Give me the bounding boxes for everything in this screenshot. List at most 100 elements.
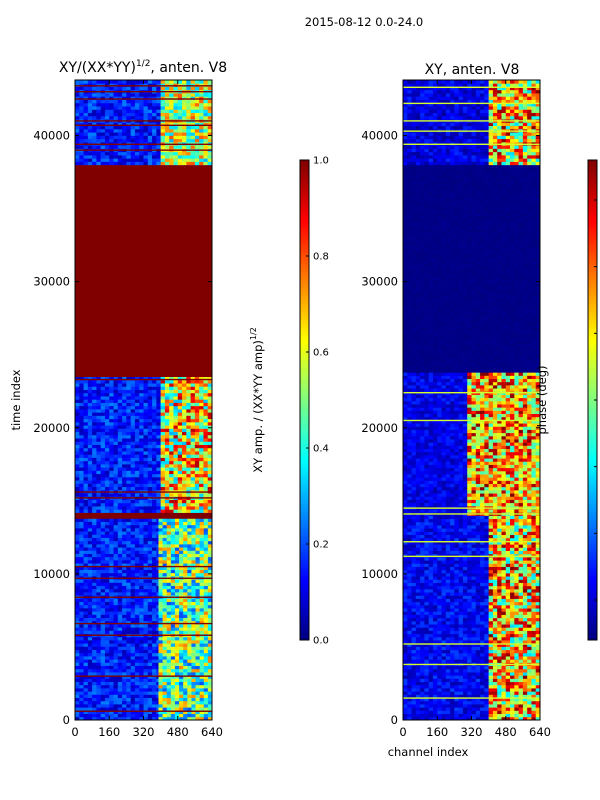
heatmap-cell [75,550,80,554]
heatmap-cell [207,386,213,390]
heatmap-cell [169,451,174,455]
heatmap-cell [169,370,174,374]
heatmap-cell [152,438,157,442]
heatmap-cell [166,704,172,708]
heatmap-cell [87,486,93,491]
heatmap-cell [169,444,174,449]
heatmap-cell [79,476,84,481]
heatmap-cell [122,531,127,535]
heatmap-cell [190,357,196,361]
heatmap-cell [79,646,84,650]
heatmap-cell [203,671,209,676]
heatmap-cell [83,441,89,445]
heatmap-cell [87,630,93,634]
heatmap-cell [173,363,179,368]
heatmap-cell [96,506,102,510]
heatmap-cell [100,617,106,622]
heatmap-cell [162,585,168,590]
heatmap-cell [195,553,201,558]
heatmap-cell [113,518,119,522]
heatmap-cell [126,396,132,400]
heatmap-cell [92,412,97,416]
heatmap-cell [147,434,153,439]
heatmap-cell [109,373,114,378]
heatmap-cell [147,694,153,698]
heatmap-cell [152,710,157,714]
heatmap-cell [96,623,102,628]
heatmap-cell [83,569,89,574]
heatmap-cell [174,521,180,526]
heatmap-cell [158,700,163,705]
heatmap-cell [92,480,97,484]
heatmap-cell [139,639,144,644]
heatmap-cell [190,444,196,449]
heatmap-cell [96,457,102,462]
heatmap-cell [187,655,192,660]
heatmap-cell [139,700,144,705]
heatmap-cell [87,463,93,468]
heatmap-cell [75,396,80,400]
heatmap-cell [158,678,163,682]
heatmap-cell [139,563,144,567]
heatmap-cell [100,483,106,488]
heatmap-cell [169,457,174,462]
heatmap-cell [177,463,183,468]
heatmap-cell [104,591,110,596]
heatmap-cell [104,527,110,532]
heatmap-cell [130,588,136,593]
heatmap-cell [87,582,93,586]
heatmap-cell [203,454,209,458]
heatmap-cell [130,563,136,567]
heatmap-cell [126,694,132,698]
heatmap-cell [199,524,205,529]
heatmap-cell [104,668,110,673]
heatmap-cell [139,447,144,452]
heatmap-cell [83,418,89,423]
heatmap-cell [109,668,114,673]
heatmap-cell [177,383,183,387]
heatmap-cell [83,636,89,641]
heatmap-cell [139,383,144,387]
heatmap-cell [166,678,172,682]
heatmap-cell [207,585,213,590]
heatmap-cell [162,524,168,529]
heatmap-cell [79,537,84,542]
heatmap-cell [104,486,110,491]
heatmap-cell [100,438,106,442]
heatmap-cell [143,425,149,429]
heatmap-cell [100,671,106,676]
heatmap-cell [195,652,201,657]
heatmap-cell [199,684,205,689]
heatmap-cell [174,582,180,586]
heatmap-cell [126,697,132,702]
heatmap-cell [100,376,106,381]
heatmap-cell [83,486,89,491]
heatmap-cell [96,614,102,618]
heatmap-cell [194,460,200,465]
heatmap-cell [100,697,106,702]
heatmap-cell [182,370,187,374]
heatmap-cell [173,402,179,407]
heatmap-cell [195,620,201,625]
heatmap-cell [109,521,114,526]
heatmap-cell [126,550,132,554]
heatmap-cell [83,585,89,590]
heatmap-cell [104,460,110,465]
heatmap-cell [203,366,209,371]
heatmap-cell [162,559,168,564]
heatmap-cell [174,700,180,705]
heatmap-cell [147,493,153,497]
heatmap-cell [126,399,132,403]
heatmap-cell [87,655,93,660]
heatmap-cell [92,470,97,475]
heatmap-cell [130,357,136,361]
heatmap-cell [130,428,136,433]
heatmap-cell [100,665,106,670]
heatmap-cell [158,582,163,586]
heatmap-cell [100,386,106,390]
heatmap-cell [183,687,188,692]
heatmap-cell [147,515,153,519]
heatmap-cell [164,373,170,378]
heatmap-cell [179,716,184,721]
heatmap-cell [174,543,180,548]
